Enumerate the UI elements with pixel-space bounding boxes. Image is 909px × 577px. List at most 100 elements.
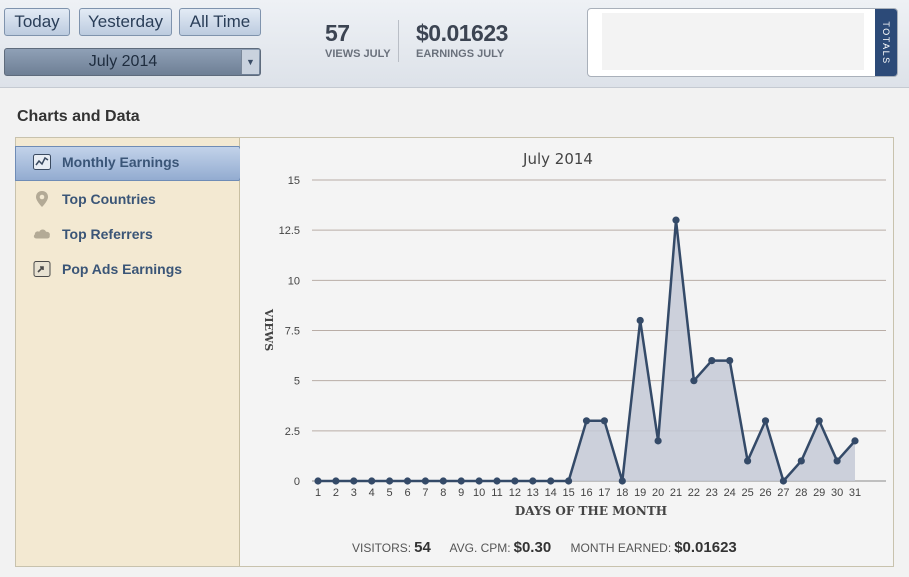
data-point [708,357,716,365]
earnings-label: EARNINGS JULY [416,48,505,60]
visitors-label: VISITORS: [352,541,412,555]
x-tick-label: 4 [369,487,375,499]
data-point [457,477,465,485]
avg-cpm-label: AVG. CPM: [449,541,511,555]
x-tick-label: 8 [440,487,446,499]
y-axis-label: VIEWS [262,308,275,351]
x-tick-label: 3 [351,487,357,499]
x-tick-label: 6 [404,487,410,499]
earnings-value: $0.01623 [416,20,508,46]
chart-area: July 2014 0 2.5 5 7.5 10 12.5 15 VIEWS DAYS OF TH… [240,138,893,566]
sidebar-item-monthly-earnings[interactable]: Monthly Earnings [15,146,250,181]
y-tick-label: 12.5 [279,225,300,237]
x-tick-label: 17 [598,487,610,499]
data-point [421,477,429,485]
data-point [386,477,394,485]
sidebar-item-label: Pop Ads Earnings [62,261,183,277]
sidebar-item-label: Top Referrers [62,226,153,242]
data-point [403,477,412,485]
y-tick-label: 7.5 [285,326,300,338]
data-point [761,417,770,425]
data-point [690,377,698,385]
month-select[interactable]: July 2014 ▼ [4,48,261,76]
charts-panel: Monthly Earnings Top Countries Top Refer… [15,137,894,567]
data-point [565,477,573,485]
x-axis-label: DAYS OF THE MONTH [515,504,667,518]
data-point [672,216,680,224]
data-point [511,477,519,485]
data-point [815,417,823,425]
x-tick-label: 11 [491,487,502,499]
x-tick-label: 21 [670,487,682,499]
x-tick-label: 1 [315,487,321,499]
x-tick-label: 13 [527,487,539,499]
chart-icon [33,154,51,170]
data-point [600,417,608,425]
y-tick-label: 15 [288,175,300,187]
y-tick-label: 2.5 [285,426,300,438]
visitors-value: 54 [414,539,431,556]
data-point [744,457,752,465]
data-point [654,437,662,445]
month-select-value: July 2014 [88,53,158,70]
y-tick-label: 10 [288,275,300,287]
avg-cpm-value: $0.30 [513,539,552,556]
data-point [368,477,376,485]
y-tick-label: 5 [294,376,300,388]
x-tick-label: 20 [652,487,664,499]
sidebar-item-pop-ads-earnings[interactable]: Pop Ads Earnings [16,253,240,285]
month-earned-value: $0.01623 [674,539,737,556]
today-button[interactable]: Today [4,8,70,36]
cloud-icon [33,229,50,239]
data-point [493,477,501,485]
x-tick-label: 15 [562,487,574,499]
data-point [582,417,591,425]
x-tick-label: 24 [724,487,736,499]
views-label: VIEWS JULY [325,48,391,60]
x-tick-label: 23 [706,487,718,499]
section-title: Charts and Data [17,108,140,125]
y-tick-label: 0 [294,476,300,488]
stat-divider [398,20,399,62]
totals-panel: TOTALS [587,8,898,77]
x-tick-label: 7 [422,487,428,499]
totals-tab[interactable]: TOTALS [875,9,897,76]
sidebar-item-label: Monthly Earnings [62,154,180,170]
x-tick-label: 18 [616,487,628,499]
data-point [547,477,555,485]
month-earned-label: MONTH EARNED: [570,541,672,555]
yesterday-button[interactable]: Yesterday [79,8,172,36]
earnings-stat: $0.01623 EARNINGS JULY [416,20,508,60]
series-area [318,220,855,481]
sidebar-item-top-referrers[interactable]: Top Referrers [16,218,240,250]
footer-stats: VISITORS: 54 AVG. CPM: $0.30 MONTH EARNED:… [352,539,753,556]
x-tick-label: 5 [387,487,393,499]
x-tick-label: 16 [580,487,592,499]
map-pin-icon [36,191,48,207]
x-tick-label: 9 [458,487,464,499]
data-point [475,477,483,485]
x-tick-label: 14 [545,487,557,499]
x-tick-label: 25 [741,487,753,499]
chart-title: July 2014 [522,150,593,168]
data-point [350,477,358,485]
x-tick-label: 10 [473,487,485,499]
views-value: 57 [325,20,350,46]
x-tick-label: 26 [759,487,771,499]
data-point [618,477,626,485]
views-stat: 57 VIEWS JULY [325,20,391,60]
data-point [332,477,340,485]
x-tick-label: 22 [688,487,700,499]
x-tick-label: 31 [849,487,861,499]
data-point [779,477,788,485]
all-time-button[interactable]: All Time [179,8,261,36]
x-tick-label: 27 [777,487,789,499]
sidebar-item-top-countries[interactable]: Top Countries [16,183,240,215]
totals-content [602,13,864,70]
x-tick-label: 28 [795,487,807,499]
x-tick-label: 29 [813,487,825,499]
chevron-down-icon[interactable]: ▼ [241,50,259,74]
data-point [833,457,841,465]
x-tick-label: 2 [333,487,339,499]
